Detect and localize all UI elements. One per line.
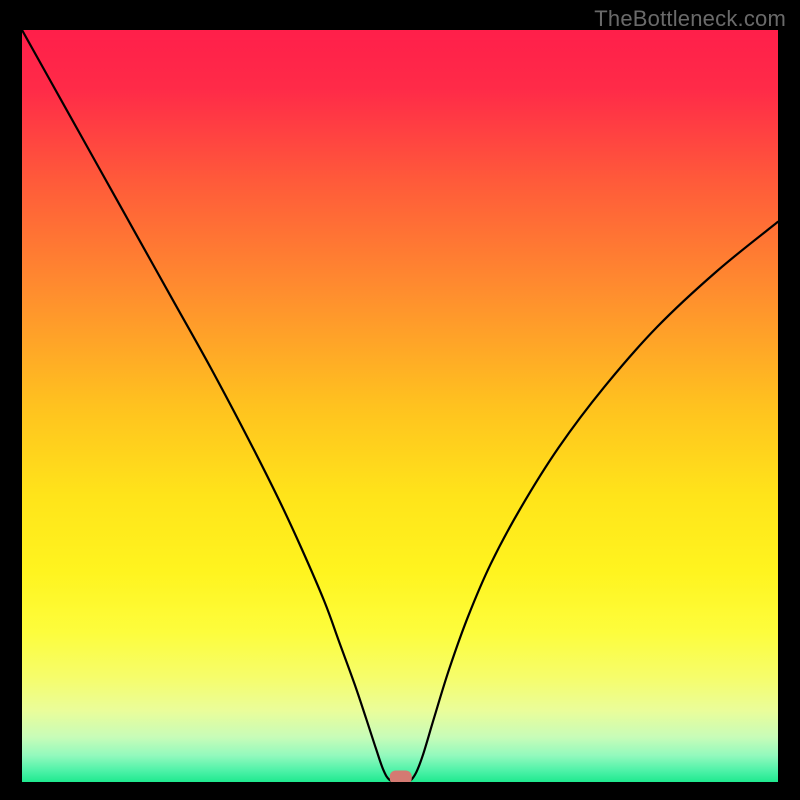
watermark-text: TheBottleneck.com	[594, 6, 786, 32]
bottleneck-chart	[0, 0, 800, 800]
chart-container: TheBottleneck.com	[0, 0, 800, 800]
plot-background	[22, 30, 778, 782]
